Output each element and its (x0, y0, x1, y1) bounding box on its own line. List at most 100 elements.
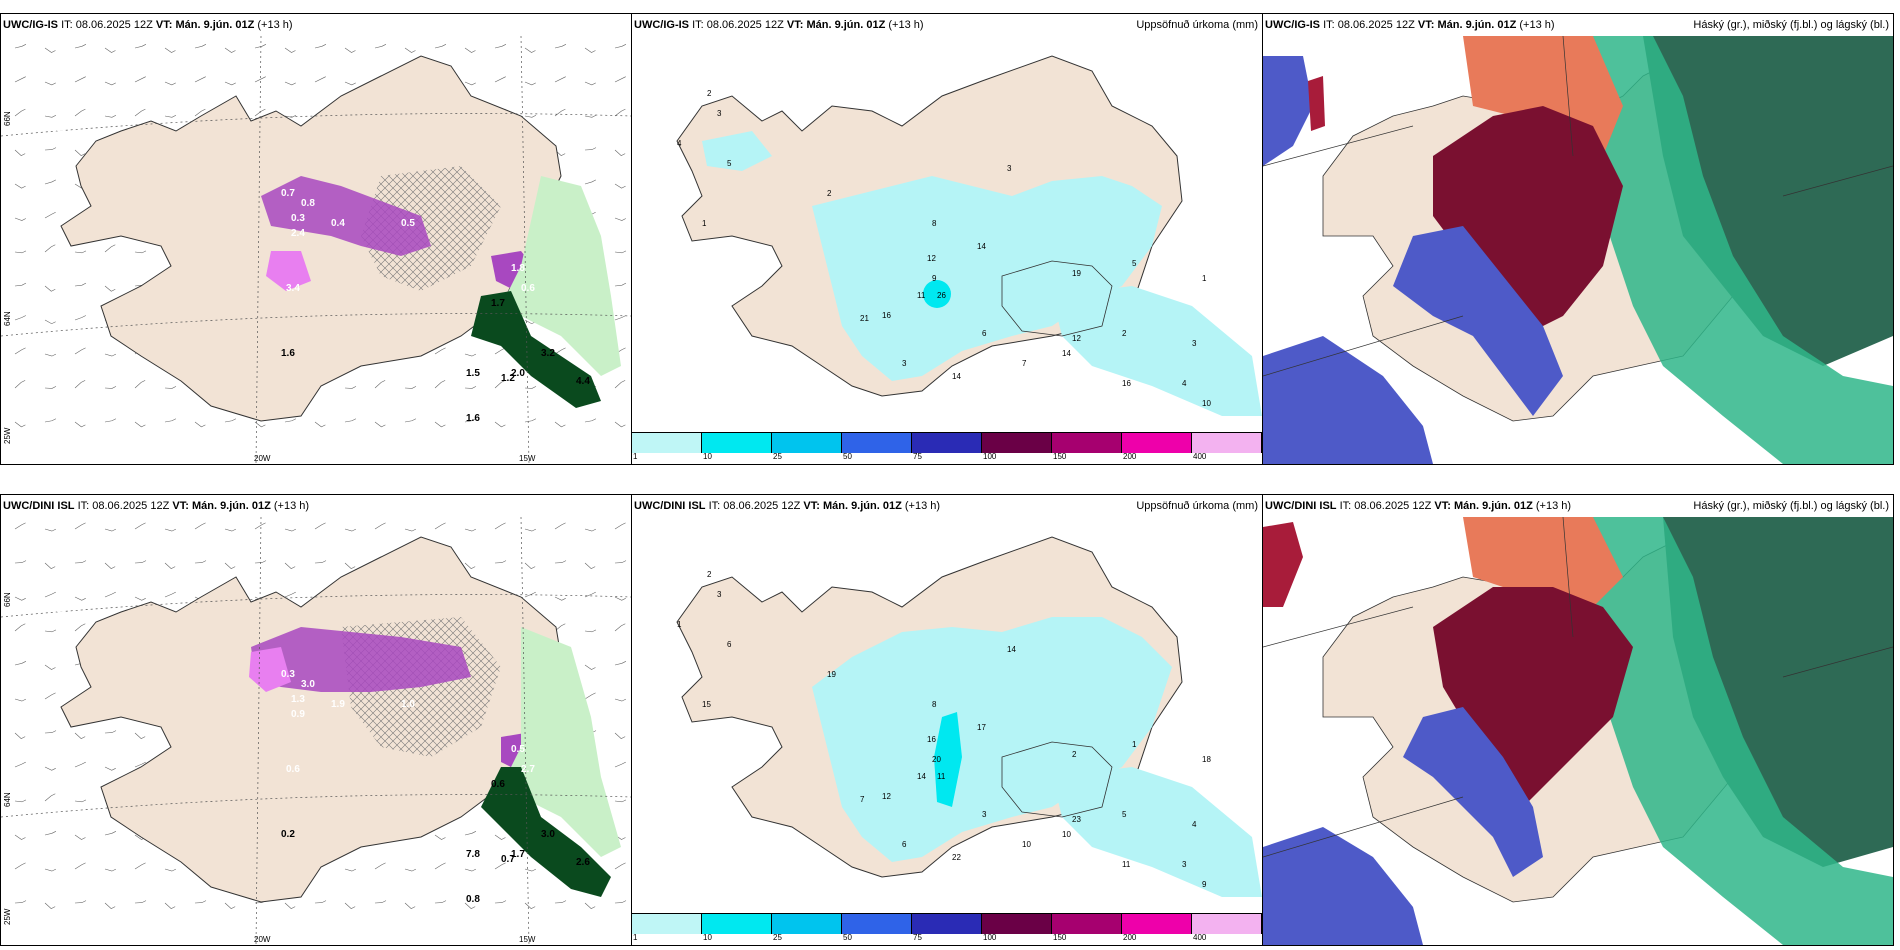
wind-barb (434, 347, 446, 355)
wind-barb (74, 347, 86, 355)
precip-value-label: 6 (902, 840, 907, 849)
colorbar-label: 100 (983, 452, 997, 461)
wind-barb (344, 868, 357, 872)
wind-barb (14, 315, 26, 321)
precip-value-label: 9 (1202, 880, 1207, 889)
wind-barb (104, 766, 116, 771)
wind-barb (224, 47, 236, 53)
wind-barb (374, 522, 386, 530)
hatched-area (361, 166, 501, 291)
wind-barb (14, 862, 26, 870)
wind-barb (584, 179, 597, 185)
wind-barb (614, 732, 626, 739)
wind-barb (104, 902, 116, 909)
precip-area-west (702, 131, 772, 171)
colorbar-segment (982, 433, 1052, 453)
vt-label: VT: (1434, 500, 1451, 512)
model-name: UWC/IG-IS (1265, 19, 1320, 31)
wind-barb (164, 902, 176, 909)
precip-value-label: 19 (827, 670, 836, 679)
wind-value-label: 3.4 (286, 283, 300, 294)
model-name: UWC/DINI ISL (634, 500, 706, 512)
coord-lat-66: 66N (3, 592, 12, 607)
wind-barb (554, 76, 566, 83)
colorbar-label: 10 (703, 452, 712, 461)
wind-barb (584, 629, 597, 633)
wind-barb (494, 560, 507, 564)
wind-barb (134, 761, 146, 768)
wind-barb (404, 868, 417, 872)
precip-max (923, 280, 951, 308)
colorbar-segment (702, 433, 772, 453)
lead-time: (+13 h) (888, 19, 924, 31)
wind-barb (194, 108, 206, 117)
precip-value-label: 1 (1132, 740, 1137, 749)
dark-green-cloud (1643, 36, 1893, 366)
iceland-land (60, 536, 562, 903)
wind-value-label: 0.8 (51, 604, 65, 615)
model-name: UWC/DINI ISL (3, 500, 75, 512)
precip-area (812, 617, 1172, 862)
wind-barb (104, 418, 117, 423)
wind-value-label: 1.7 (491, 298, 505, 309)
wind-barb (344, 902, 356, 909)
coast-lines (1263, 36, 1893, 377)
wind-barb (74, 149, 86, 156)
vt-label: VT: (803, 500, 820, 512)
wind-barb (554, 347, 566, 355)
wind-value-label: 0.3 (281, 669, 295, 680)
wind-barb (494, 76, 506, 83)
colorbar-segment (1052, 914, 1122, 934)
wind-barb (74, 522, 86, 530)
precip-colorbar (632, 432, 1262, 453)
precip-value-label: 3 (717, 590, 722, 599)
wind-barb (74, 282, 87, 287)
wind-barb (164, 528, 177, 532)
precip-value-label: 16 (1122, 379, 1131, 388)
wind-barb (344, 81, 356, 86)
wind-barb (104, 868, 117, 872)
precip-value-label: 14 (1007, 645, 1016, 654)
colorbar-label: 25 (773, 933, 782, 942)
colorbar-segment (1122, 914, 1192, 934)
precip-value-label: 14 (977, 242, 986, 251)
mid-cloud-blue (1403, 707, 1543, 877)
wind-barb (524, 386, 537, 389)
panel-header: UWC/IG-IS IT: 08.06.2025 12Z VT: Mán. 9.… (1, 14, 631, 36)
colorbar-label: 75 (913, 933, 922, 942)
wind-value-label: 4.4 (576, 376, 590, 387)
wind-barb (194, 522, 206, 530)
wind-barb (14, 799, 27, 803)
wind-barb (524, 114, 537, 118)
purple-precip (261, 176, 431, 256)
wind-barb (464, 418, 477, 423)
wind-barb (494, 421, 506, 428)
colorbar-label: 50 (843, 933, 852, 942)
grid-lines (1, 36, 631, 464)
wind-barb (434, 380, 446, 389)
wind-barb (44, 81, 56, 86)
wind-barb (524, 902, 536, 909)
precip-max (934, 712, 962, 807)
lead-time: (+13 h) (1535, 500, 1572, 512)
iceland-land (60, 55, 562, 422)
wind-barb (614, 900, 627, 904)
colorbar-segment (842, 914, 912, 934)
wind-value-label: 0.7 (281, 188, 295, 199)
coord-lon-20: 20W (254, 935, 271, 944)
high-cloud-red-west (1263, 522, 1303, 607)
wind-barb (524, 418, 537, 423)
wind-barb (44, 902, 56, 909)
wind-value-label: 0.5 (401, 218, 415, 229)
wind-barb (164, 418, 177, 423)
wind-barb (524, 81, 536, 86)
it-value: 08.06.2025 12Z (92, 500, 170, 512)
colorbar-segment (632, 433, 702, 453)
precip-value-label: 2 (707, 89, 712, 98)
colorbar-label: 150 (1053, 933, 1067, 942)
wind-barb (614, 250, 627, 254)
wind-barb (494, 380, 506, 389)
precip-value-label: 2 (827, 189, 832, 198)
wind-value-label: 0.9 (291, 709, 305, 720)
